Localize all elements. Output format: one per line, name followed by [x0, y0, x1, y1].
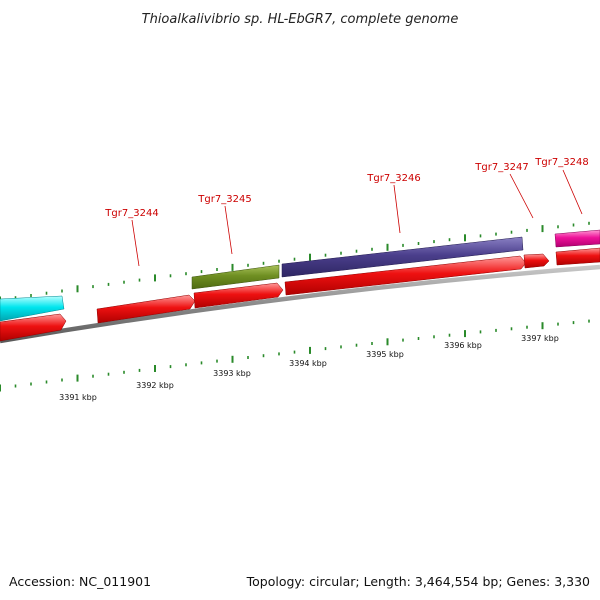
kbp-label: 3397 kbp: [521, 334, 559, 343]
gene-olive: [191, 264, 280, 290]
gene-label: Tgr7_3246: [366, 173, 420, 184]
gene-purple: [281, 236, 524, 278]
upper-strand-genes: [0, 229, 600, 322]
gene-red-5: [523, 253, 550, 269]
gene-label: Tgr7_3248: [534, 157, 588, 168]
kbp-labels: 3391 kbp 3392 kbp 3393 kbp 3394 kbp 3395…: [59, 334, 559, 402]
kbp-label: 3393 kbp: [213, 369, 251, 378]
gene-red-4: [284, 255, 527, 296]
accession-text: Accession: NC_011901: [9, 574, 151, 589]
gene-magenta: [554, 229, 600, 248]
leader-line: [224, 205, 233, 255]
gene-red-1: [0, 313, 67, 342]
gene-cyan: [0, 295, 65, 322]
gene-label: Tgr7_3245: [197, 194, 251, 205]
gene-labels: Tgr7_3244 Tgr7_3245 Tgr7_3246 Tgr7_3247 …: [104, 157, 589, 267]
kbp-label: 3396 kbp: [444, 341, 482, 350]
map-title: Thioalkalivibrio sp. HL-EbGR7, complete …: [142, 12, 459, 27]
gene-red-6: [555, 247, 600, 266]
gene-red-2: [96, 294, 196, 324]
genome-backbone: [0, 264, 600, 344]
kbp-label: 3392 kbp: [136, 381, 174, 390]
inner-tick-ring: [0, 319, 590, 392]
lower-strand-genes: [0, 247, 600, 342]
gene-red-3: [193, 282, 284, 309]
outer-tick-ring: [0, 221, 590, 304]
kbp-label: 3394 kbp: [289, 359, 327, 368]
leader-line: [509, 173, 534, 219]
leader-line: [393, 184, 401, 234]
leader-line: [562, 169, 583, 215]
kbp-label: 3391 kbp: [59, 393, 97, 402]
gene-label: Tgr7_3247: [474, 162, 528, 173]
kbp-label: 3395 kbp: [366, 350, 404, 359]
leader-line: [131, 219, 140, 267]
topology-text: Topology: circular; Length: 3,464,554 bp…: [246, 574, 590, 589]
gene-label: Tgr7_3244: [104, 208, 158, 219]
